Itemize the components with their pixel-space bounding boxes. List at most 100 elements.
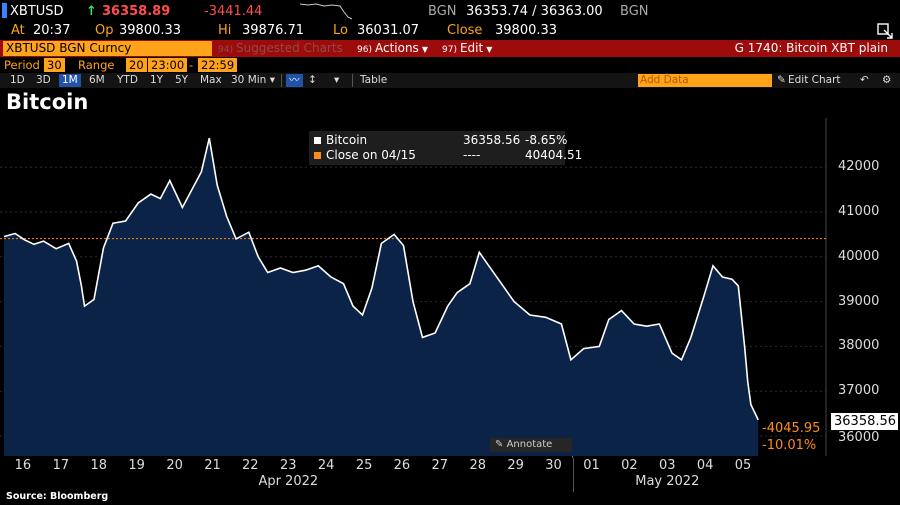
annotate-label: Annotate <box>506 439 553 450</box>
y-tick-label: 40000 <box>838 248 880 264</box>
bid-source: BGN <box>428 4 457 19</box>
close-label: Close <box>447 23 483 38</box>
interval-caret-icon: ▾ <box>269 74 275 86</box>
range-label: Range <box>78 58 115 72</box>
interval-dropdown[interactable]: 30 Min ▾ <box>231 74 275 87</box>
x-tick-label: 24 <box>317 458 335 473</box>
edit-chart-button[interactable]: Edit Chart <box>788 74 841 86</box>
x-tick-label: 20 <box>166 458 183 473</box>
legend-row-bitcoin: Bitcoin 36358.56 -8.65% <box>314 133 567 148</box>
bar-chart-icon[interactable]: ↕ <box>308 74 317 86</box>
range-1y-button[interactable]: 1Y <box>150 74 164 86</box>
up-arrow-icon: ↑ <box>86 4 97 19</box>
source-note: Source: Bloomberg <box>6 491 109 502</box>
x-tick-label: 18 <box>90 458 108 473</box>
low-label: Lo <box>333 23 348 38</box>
at-label: At <box>11 23 25 38</box>
suggested-charts-menu[interactable]: 94) Suggested Charts <box>218 41 343 58</box>
line-chart-icon[interactable]: 〰 <box>286 74 303 87</box>
function-bar: XBTUSD BGN Curncy 94) Suggested Charts 96… <box>0 40 900 57</box>
x-tick-label: 29 <box>507 458 524 473</box>
pencil-icon: ✎ <box>495 439 507 450</box>
period-input[interactable]: 30 <box>44 58 65 72</box>
range-dash: - <box>189 58 194 72</box>
interval-label: 30 Min <box>231 74 267 86</box>
y-tick-label: 39000 <box>838 293 880 309</box>
actions-menu[interactable]: 96) Actions ▼ <box>357 41 428 58</box>
legend-swatch <box>314 152 321 159</box>
legend-change: -8.65% <box>525 133 568 147</box>
period-label: Period <box>4 58 40 72</box>
range-1d-button[interactable]: 1D <box>10 74 25 86</box>
ticker-bar: XBTUSD ↑ 36358.89 -3441.44 BGN 36353.74 … <box>0 0 900 22</box>
x-tick-label: 30 <box>545 458 562 473</box>
open-label: Op <box>95 23 114 38</box>
chart-legend: Bitcoin 36358.56 -8.65% Close on 04/15 -… <box>309 131 582 165</box>
x-tick-label: 22 <box>242 458 259 473</box>
legend-value: ---- <box>463 148 481 162</box>
range-ytd-button[interactable]: YTD <box>117 74 138 86</box>
table-button[interactable]: Table <box>360 74 388 86</box>
chart-type-caret-icon[interactable]: ▾ <box>334 74 340 86</box>
x-tick-label: 21 <box>204 458 221 473</box>
x-tick-label: 25 <box>355 458 373 473</box>
settings-gear-icon[interactable]: ⚙ <box>882 74 892 86</box>
range-1m-button[interactable]: 1M <box>59 74 81 87</box>
bitcoin-price-line <box>3 137 759 421</box>
y-tick-label: 36000 <box>838 430 880 445</box>
chart-toolbar: 1D 3D 1M 6M YTD 1Y 5Y Max 30 Min ▾ 〰 ↕ ▾… <box>0 73 900 88</box>
last-price: 36358.89 <box>102 4 171 19</box>
pencil-icon[interactable]: ✎ <box>777 74 786 86</box>
range-3d-button[interactable]: 3D <box>36 74 51 86</box>
annotate-button[interactable]: ✎ Annotate <box>490 438 572 452</box>
security-field[interactable]: XBTUSD BGN Curncy <box>3 41 212 56</box>
suggested-charts-label: Suggested Charts <box>235 41 343 55</box>
legend-name: Bitcoin <box>326 133 368 147</box>
x-tick-label: 26 <box>393 458 411 473</box>
actions-label: Actions <box>374 41 419 55</box>
open-value: 39800.33 <box>119 23 182 38</box>
high-label: Hi <box>218 23 232 38</box>
x-month-label: May 2022 <box>635 474 700 489</box>
y-tick-label: 38000 <box>838 338 880 354</box>
legend-swatch <box>314 137 321 144</box>
range-6m-button[interactable]: 6M <box>89 74 105 86</box>
month-divider-line <box>572 458 574 492</box>
close-value: 39800.33 <box>495 23 558 38</box>
suggested-charts-number: 94) <box>218 45 233 55</box>
ticker-symbol[interactable]: XBTUSD <box>10 4 64 19</box>
edit-caret-icon: ▼ <box>486 45 493 54</box>
end-time-input[interactable]: 22:59 <box>198 58 238 72</box>
legend-row-close: Close on 04/15 ---- 40404.51 <box>314 148 582 163</box>
x-tick-label: 27 <box>431 458 449 473</box>
range-input[interactable]: 20 <box>126 58 147 72</box>
start-time-input[interactable]: 23:00 <box>148 58 188 72</box>
actions-caret-icon: ▼ <box>421 45 428 54</box>
gridlines <box>0 118 827 456</box>
x-tick-label: 19 <box>128 458 145 473</box>
y-tick-label: 37000 <box>838 383 880 399</box>
ask-source: BGN <box>620 4 649 19</box>
chart-name: G 1740: Bitcoin XBT plain <box>734 41 888 55</box>
expand-window-icon[interactable] <box>876 22 894 40</box>
price-chart[interactable] <box>0 118 832 458</box>
x-tick-label: 17 <box>52 458 70 473</box>
bid-ask: 36353.74 / 36363.00 <box>466 4 603 19</box>
range-5y-button[interactable]: 5Y <box>175 74 189 86</box>
x-tick-label: 05 <box>734 458 752 473</box>
x-tick-label: 03 <box>659 458 676 473</box>
legend-name: Close on 04/15 <box>326 148 416 162</box>
undo-icon[interactable]: ↶ <box>860 74 869 86</box>
x-tick-label: 16 <box>14 458 32 473</box>
low-value: 36031.07 <box>357 23 420 38</box>
price-area <box>4 138 759 456</box>
edit-label: Edit <box>459 41 484 55</box>
change-pct-label: -10.01% <box>762 438 817 453</box>
range-max-button[interactable]: Max <box>200 74 222 86</box>
toolbar-divider <box>281 74 282 87</box>
add-data-input[interactable]: Add Data <box>638 74 772 87</box>
x-tick-label: 28 <box>469 458 487 473</box>
edit-menu[interactable]: 97) Edit ▼ <box>442 41 492 58</box>
change-abs-label: -4045.95 <box>762 421 821 436</box>
net-change: -3441.44 <box>204 4 263 19</box>
